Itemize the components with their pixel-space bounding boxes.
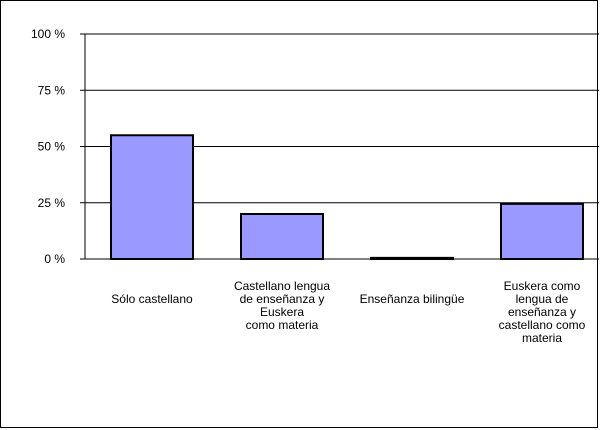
- y-tick-label: 100 %: [31, 27, 65, 41]
- y-tick-label: 0 %: [44, 252, 65, 266]
- y-tick-label: 50 %: [38, 140, 66, 154]
- category-labels: Sólo castellano Castellano lengua de enseñ…: [111, 279, 585, 345]
- y-tick-label: 25 %: [38, 196, 66, 210]
- category-label: Enseñanza bilingüe: [360, 292, 465, 306]
- bar: [500, 202, 584, 260]
- bars: [110, 134, 584, 260]
- category-label: Euskera como lengua de enseñanza y castella…: [499, 279, 586, 345]
- y-tick-labels: 0 % 25 % 50 % 75 % 100 %: [31, 27, 65, 266]
- bar: [240, 213, 324, 260]
- bar: [370, 256, 454, 260]
- category-label: Sólo castellano: [111, 292, 193, 306]
- category-label: Castellano lengua de enseñanza y Euskera co…: [234, 279, 330, 332]
- bar: [110, 134, 194, 260]
- y-tick-label: 75 %: [38, 83, 66, 97]
